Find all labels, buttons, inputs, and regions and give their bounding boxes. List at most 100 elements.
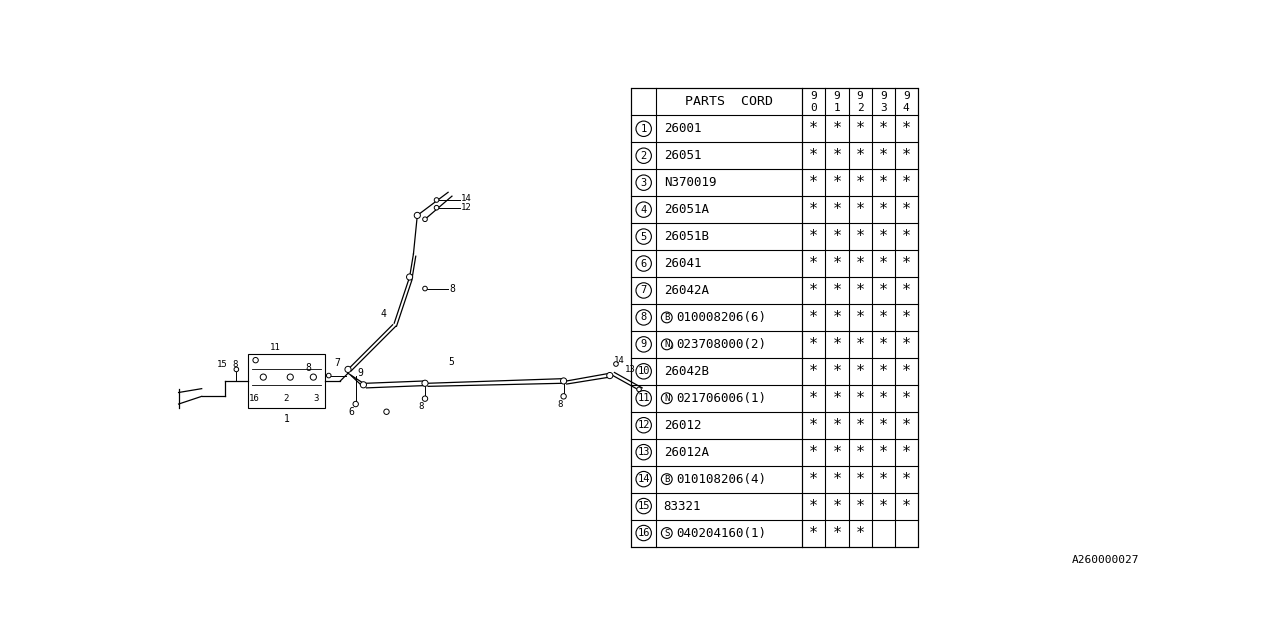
Circle shape	[636, 472, 652, 487]
Text: 5: 5	[640, 232, 646, 241]
Circle shape	[422, 286, 428, 291]
Text: *: *	[855, 175, 864, 190]
Text: 040204160(1): 040204160(1)	[676, 527, 765, 540]
Text: *: *	[855, 525, 864, 541]
Text: *: *	[901, 256, 911, 271]
Text: *: *	[832, 391, 841, 406]
Text: N: N	[664, 340, 669, 349]
Text: 7: 7	[334, 358, 340, 368]
Text: *: *	[809, 175, 818, 190]
Text: *: *	[878, 202, 888, 217]
Text: 9: 9	[640, 339, 646, 349]
Text: 3: 3	[640, 178, 646, 188]
Text: *: *	[832, 525, 841, 541]
Text: *: *	[855, 148, 864, 163]
Text: *: *	[901, 121, 911, 136]
Text: 26042A: 26042A	[664, 284, 709, 297]
Text: 9: 9	[357, 368, 364, 378]
Text: 11: 11	[270, 343, 280, 353]
Text: *: *	[855, 364, 864, 379]
Text: *: *	[832, 418, 841, 433]
Text: *: *	[901, 499, 911, 513]
Circle shape	[607, 372, 613, 379]
Text: *: *	[809, 391, 818, 406]
Text: *: *	[832, 472, 841, 486]
Text: S: S	[664, 529, 669, 538]
Text: *: *	[901, 310, 911, 325]
Circle shape	[407, 274, 412, 280]
Text: *: *	[878, 175, 888, 190]
Text: 26041: 26041	[664, 257, 701, 270]
Text: *: *	[809, 202, 818, 217]
Text: *: *	[809, 148, 818, 163]
Bar	[248, 354, 325, 408]
Circle shape	[636, 229, 652, 244]
Text: *: *	[878, 364, 888, 379]
Text: 14: 14	[461, 194, 472, 203]
Text: PARTS  CORD: PARTS CORD	[685, 95, 773, 108]
Circle shape	[422, 396, 428, 401]
Text: 9
0: 9 0	[810, 91, 817, 113]
Text: *: *	[901, 283, 911, 298]
Text: *: *	[855, 202, 864, 217]
Text: *: *	[878, 391, 888, 406]
Text: 16: 16	[637, 528, 650, 538]
Text: 1: 1	[640, 124, 646, 134]
Text: 26042B: 26042B	[664, 365, 709, 378]
Text: *: *	[855, 229, 864, 244]
Circle shape	[636, 390, 652, 406]
Text: 8: 8	[558, 401, 563, 410]
Circle shape	[636, 121, 652, 136]
Text: 8: 8	[640, 312, 646, 323]
Circle shape	[384, 409, 389, 415]
Text: *: *	[809, 256, 818, 271]
Text: *: *	[901, 337, 911, 352]
Circle shape	[636, 175, 652, 190]
Text: 26051: 26051	[664, 149, 701, 162]
Circle shape	[636, 283, 652, 298]
Text: *: *	[901, 472, 911, 486]
Text: 1: 1	[283, 413, 289, 424]
Text: *: *	[901, 364, 911, 379]
Text: 2: 2	[284, 394, 289, 403]
Circle shape	[361, 381, 366, 388]
Text: *: *	[901, 445, 911, 460]
Text: *: *	[901, 202, 911, 217]
Text: *: *	[855, 121, 864, 136]
Text: 4: 4	[640, 205, 646, 214]
Text: *: *	[878, 499, 888, 513]
Text: 4: 4	[380, 309, 387, 319]
Text: 13: 13	[637, 447, 650, 457]
Text: *: *	[878, 148, 888, 163]
Text: *: *	[809, 418, 818, 433]
Text: *: *	[901, 175, 911, 190]
Circle shape	[234, 367, 238, 372]
Text: B: B	[664, 475, 669, 484]
Circle shape	[434, 205, 439, 210]
Circle shape	[662, 312, 672, 323]
Text: 26051B: 26051B	[664, 230, 709, 243]
Text: 8: 8	[419, 402, 424, 411]
Text: *: *	[878, 445, 888, 460]
Circle shape	[636, 525, 652, 541]
Text: 023708000(2): 023708000(2)	[676, 338, 765, 351]
Text: 6: 6	[348, 407, 355, 417]
Text: *: *	[855, 445, 864, 460]
Text: *: *	[855, 418, 864, 433]
Text: 021706006(1): 021706006(1)	[676, 392, 765, 404]
Circle shape	[415, 212, 420, 218]
Circle shape	[662, 393, 672, 404]
Text: *: *	[878, 283, 888, 298]
Text: *: *	[809, 337, 818, 352]
Text: 26001: 26001	[664, 122, 701, 135]
Text: *: *	[878, 229, 888, 244]
Text: 8: 8	[306, 363, 311, 373]
Text: *: *	[901, 148, 911, 163]
Text: *: *	[832, 202, 841, 217]
Circle shape	[326, 373, 332, 378]
Circle shape	[353, 401, 358, 407]
Circle shape	[422, 380, 428, 387]
Text: 010008206(6): 010008206(6)	[676, 311, 765, 324]
Text: *: *	[832, 337, 841, 352]
Text: *: *	[809, 283, 818, 298]
